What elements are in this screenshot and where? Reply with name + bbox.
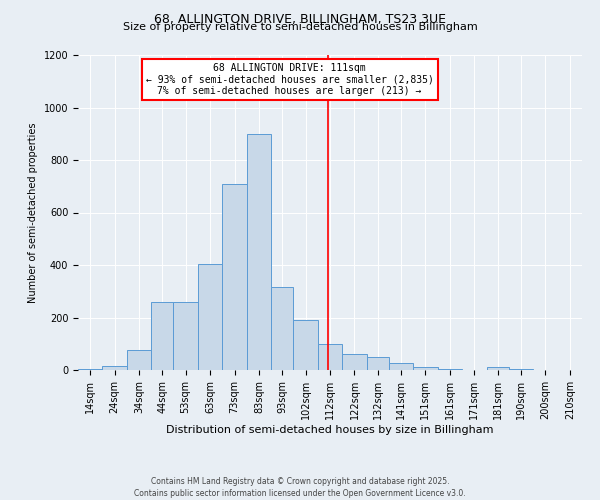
Bar bbox=[342, 354, 367, 370]
Bar bbox=[509, 368, 533, 370]
Text: 68 ALLINGTON DRIVE: 111sqm
← 93% of semi-detached houses are smaller (2,835)
7% : 68 ALLINGTON DRIVE: 111sqm ← 93% of semi… bbox=[146, 63, 434, 96]
Bar bbox=[437, 368, 462, 370]
Text: 68, ALLINGTON DRIVE, BILLINGHAM, TS23 3UE: 68, ALLINGTON DRIVE, BILLINGHAM, TS23 3U… bbox=[154, 12, 446, 26]
Bar bbox=[151, 302, 173, 370]
Text: Contains HM Land Registry data © Crown copyright and database right 2025.
Contai: Contains HM Land Registry data © Crown c… bbox=[134, 476, 466, 498]
Bar bbox=[247, 134, 271, 370]
Bar bbox=[389, 364, 413, 370]
Bar bbox=[223, 184, 247, 370]
Text: Size of property relative to semi-detached houses in Billingham: Size of property relative to semi-detach… bbox=[122, 22, 478, 32]
Bar bbox=[103, 366, 127, 370]
Y-axis label: Number of semi-detached properties: Number of semi-detached properties bbox=[28, 122, 38, 302]
Bar bbox=[173, 302, 198, 370]
Bar bbox=[413, 368, 437, 370]
Bar bbox=[127, 350, 151, 370]
X-axis label: Distribution of semi-detached houses by size in Billingham: Distribution of semi-detached houses by … bbox=[166, 424, 494, 434]
Bar bbox=[271, 288, 293, 370]
Bar bbox=[367, 357, 389, 370]
Bar bbox=[293, 320, 318, 370]
Bar bbox=[78, 368, 103, 370]
Bar bbox=[487, 368, 509, 370]
Bar bbox=[318, 344, 342, 370]
Bar bbox=[198, 264, 223, 370]
